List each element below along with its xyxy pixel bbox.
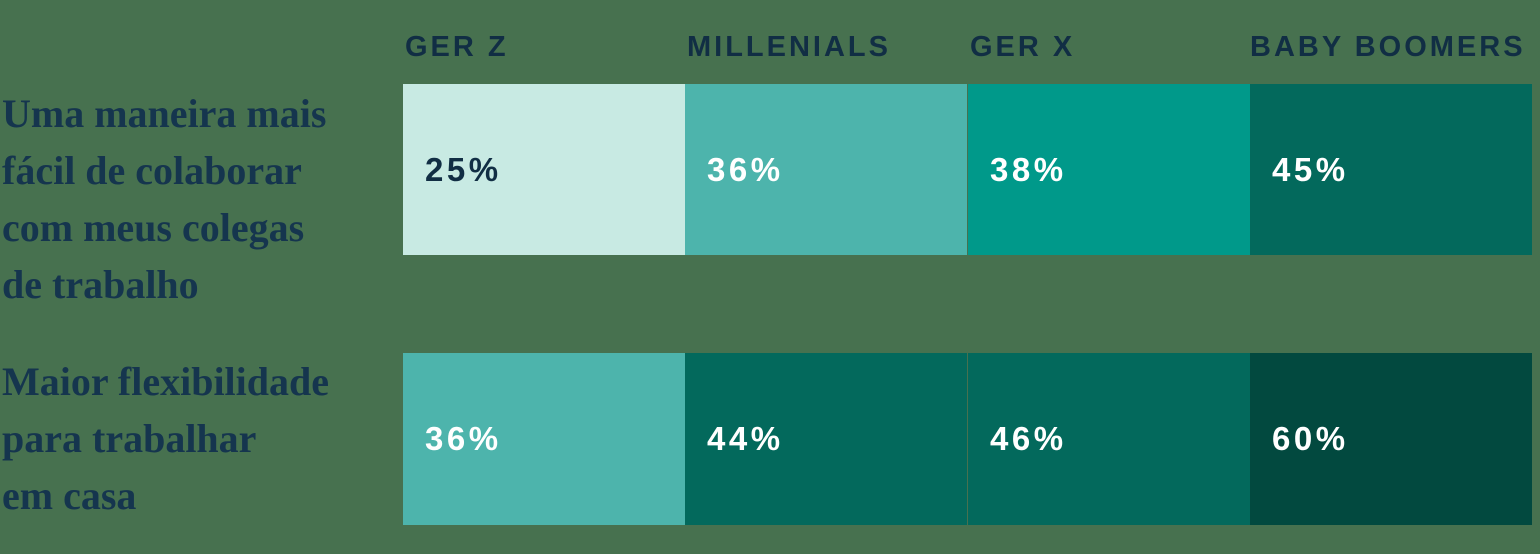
column-header-ger-x: GER X (970, 31, 1076, 63)
column-header-ger-z: GER Z (405, 31, 509, 63)
heatmap-cell: 36% (685, 84, 967, 255)
heatmap-cell: 44% (685, 353, 967, 525)
column-header-baby-boomers: BABY BOOMERS (1250, 31, 1526, 63)
cell-value: 25% (425, 150, 502, 188)
row-label-colaborar: Uma maneira mais fácil de colaborar com … (2, 85, 400, 313)
row-label-flexibilidade: Maior flexibilidade para trabalhar em ca… (2, 353, 400, 524)
heatmap-cell: 46% (968, 353, 1250, 525)
row-label-line: fácil de colaborar (2, 148, 302, 193)
row-label-line: Maior flexibilidade (2, 359, 330, 404)
heatmap-cell: 25% (403, 84, 685, 255)
heatmap-cell: 36% (403, 353, 685, 525)
heatmap-cell: 60% (1250, 353, 1532, 525)
row-label-line: Uma maneira mais (2, 91, 327, 136)
cell-value: 36% (707, 150, 784, 188)
row-label-line: para trabalhar (2, 416, 257, 461)
column-header-millenials: MILLENIALS (687, 31, 891, 63)
cell-value: 46% (990, 420, 1067, 457)
cell-value: 44% (707, 420, 784, 457)
row-label-line: com meus colegas (2, 205, 305, 250)
cell-value: 38% (990, 150, 1067, 188)
cell-value: 45% (1272, 150, 1349, 188)
heatmap-cell: 45% (1250, 84, 1532, 255)
cell-value: 60% (1272, 420, 1349, 457)
row-label-line: em casa (2, 473, 137, 518)
cell-value: 36% (425, 420, 502, 457)
row-label-line: de trabalho (2, 262, 199, 307)
heatmap-cell: 38% (968, 84, 1250, 255)
